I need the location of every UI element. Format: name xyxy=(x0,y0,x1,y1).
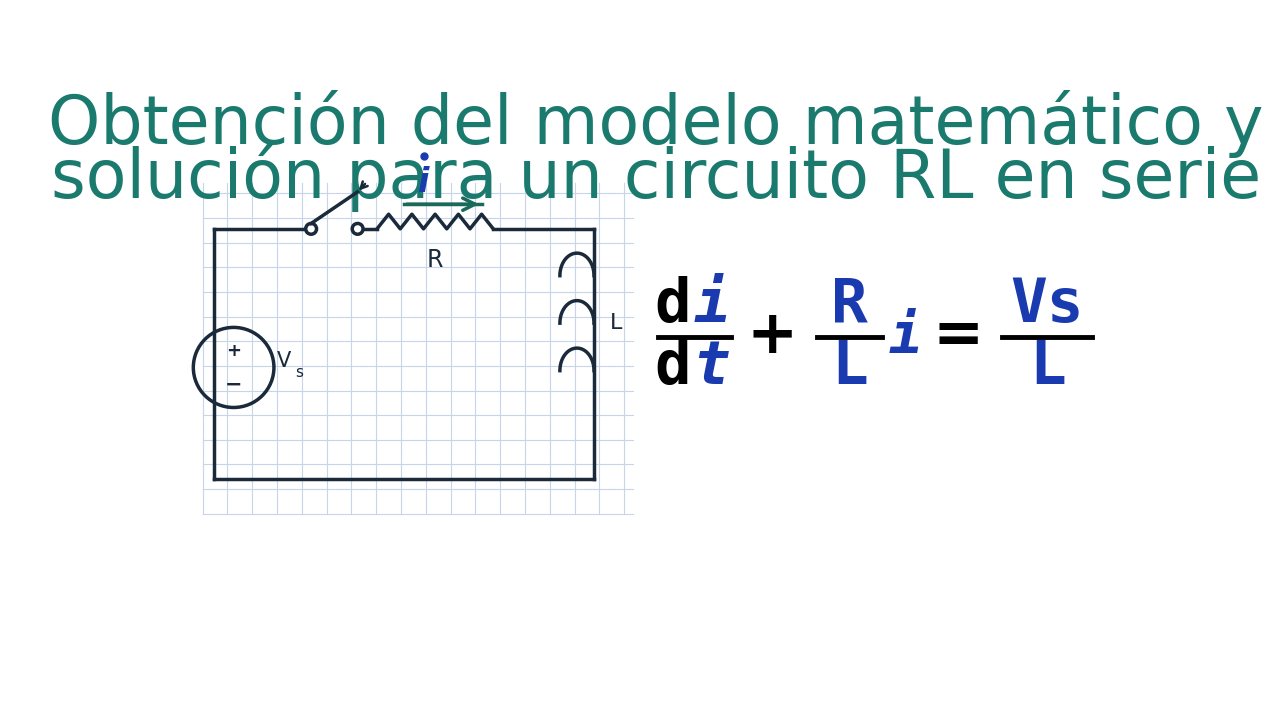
Text: Obtención del modelo matemático y: Obtención del modelo matemático y xyxy=(49,90,1263,158)
Circle shape xyxy=(352,223,364,234)
Text: i: i xyxy=(694,276,730,336)
Text: +: + xyxy=(227,341,241,359)
Circle shape xyxy=(306,223,316,234)
Text: +: + xyxy=(746,307,797,366)
Text: d: d xyxy=(654,276,691,336)
Text: Vs: Vs xyxy=(1011,276,1084,336)
Text: −: − xyxy=(225,374,242,395)
Text: L: L xyxy=(1029,338,1066,397)
Text: d: d xyxy=(654,338,691,397)
Text: s: s xyxy=(296,365,303,380)
Text: =: = xyxy=(933,307,984,366)
Text: i: i xyxy=(888,310,922,363)
Text: L: L xyxy=(832,338,868,397)
Text: R: R xyxy=(426,248,443,272)
Text: t: t xyxy=(694,338,730,397)
Text: L: L xyxy=(609,313,622,333)
Text: V: V xyxy=(276,351,291,372)
Text: R: R xyxy=(832,276,868,336)
Text: i: i xyxy=(417,166,429,199)
Text: solución para un circuito RL en serie: solución para un circuito RL en serie xyxy=(51,144,1261,212)
